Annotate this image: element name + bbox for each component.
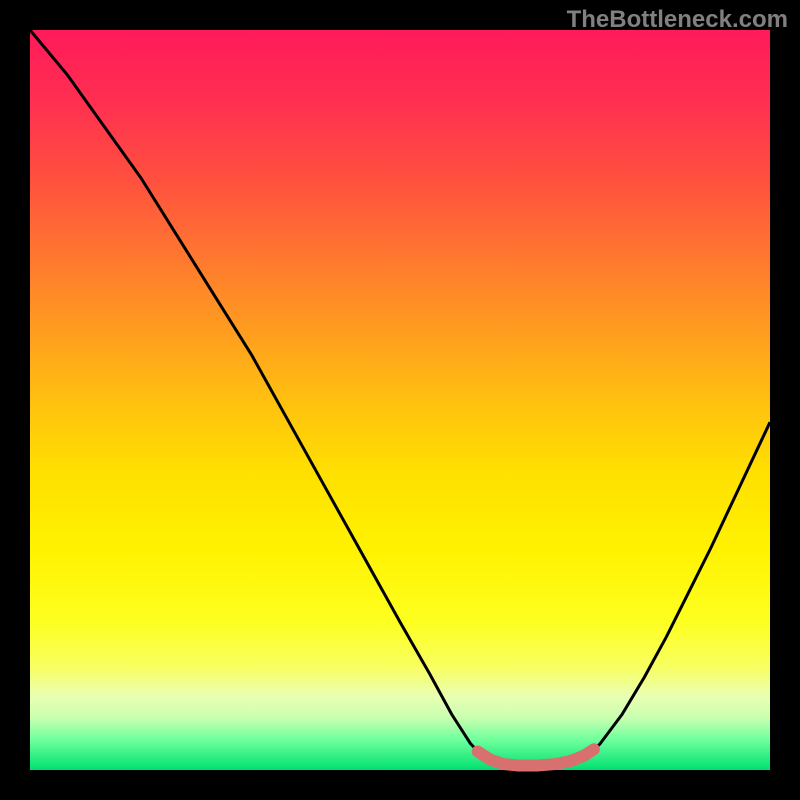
chart-container: TheBottleneck.com <box>0 0 800 800</box>
watermark-text: TheBottleneck.com <box>567 6 788 34</box>
chart-svg <box>0 0 800 800</box>
plot-gradient <box>30 30 770 770</box>
